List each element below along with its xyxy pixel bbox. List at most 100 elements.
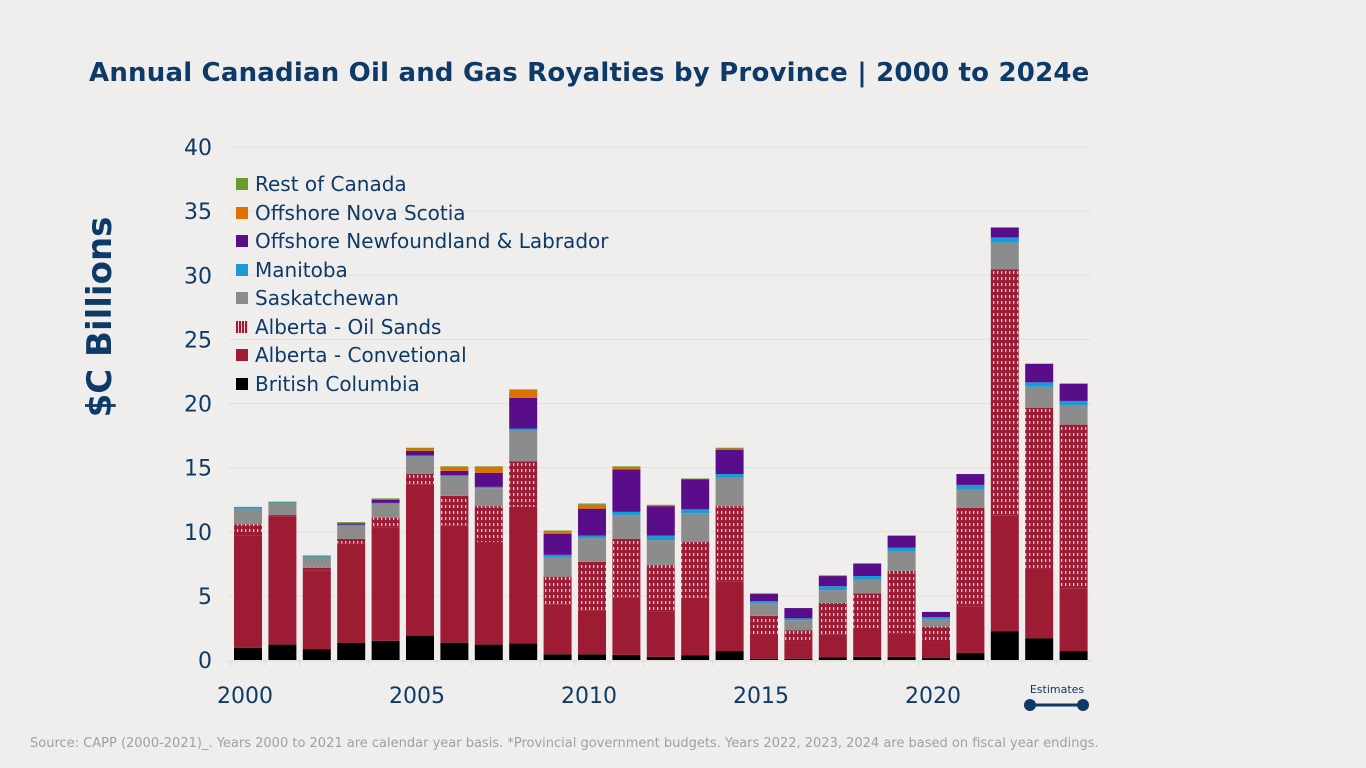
bar-manitoba-2012: [646, 535, 675, 541]
bar-alberta-convetional-2022: [990, 515, 1019, 632]
bar-saskatchewan-2018: [853, 579, 882, 594]
bar-rest-of-canada-2002: [302, 555, 331, 557]
bar-alberta-oil-sands-2002: [302, 567, 331, 571]
bar-alberta-convetional-2021: [956, 606, 985, 653]
bar-british-columbia-2023: [1025, 638, 1054, 660]
y-tick-label: 10: [184, 521, 212, 546]
bar-british-columbia-2022: [990, 631, 1019, 660]
legend-swatch: [236, 206, 248, 219]
bar-alberta-convetional-2000: [234, 535, 262, 648]
x-tick-label: 2000: [217, 684, 273, 709]
y-tick-label: 35: [184, 200, 212, 225]
legend-label: Offshore Newfoundland & Labrador: [255, 229, 609, 254]
bar-saskatchewan-2006: [440, 475, 469, 496]
bar-rest-of-canada-2005: [406, 447, 434, 449]
bar-offshore-newfoundland-labrador-2005: [406, 450, 434, 456]
bar-saskatchewan-2011: [612, 515, 641, 539]
bar-saskatchewan-2012: [646, 540, 675, 566]
bar-saskatchewan-2024: [1059, 405, 1088, 425]
bar-alberta-convetional-2005: [406, 484, 434, 636]
bar-rest-of-canada-2012: [646, 504, 675, 506]
bar-rest-of-canada-2013: [681, 478, 710, 480]
estimates-label: Estimates: [1029, 683, 1085, 696]
bar-alberta-convetional-2017: [818, 634, 847, 658]
legend-label: Offshore Nova Scotia: [255, 200, 466, 225]
bar-alberta-oil-sands-2020: [922, 626, 950, 643]
bar-alberta-oil-sands-2007: [474, 506, 503, 543]
bar-manitoba-2015: [750, 601, 778, 603]
bar-alberta-convetional-2019: [887, 633, 916, 657]
bar-alberta-oil-sands-2015: [750, 615, 778, 635]
bar-alberta-oil-sands-2024: [1059, 424, 1088, 589]
x-tick-label: 2005: [389, 684, 445, 709]
bar-saskatchewan-2004: [371, 503, 400, 518]
y-tick-label: 30: [184, 264, 212, 289]
bar-alberta-convetional-2007: [474, 542, 503, 645]
bar-british-columbia-2012: [646, 656, 675, 660]
bar-rest-of-canada-2015: [750, 593, 778, 595]
bar-saskatchewan-2021: [956, 489, 985, 509]
bar-alberta-convetional-2020: [922, 642, 950, 659]
bar-manitoba-2000: [234, 507, 262, 509]
bar-alberta-oil-sands-2022: [990, 269, 1019, 516]
bar-alberta-convetional-2023: [1025, 568, 1054, 639]
bar-rest-of-canada-2017: [818, 575, 847, 577]
legend-item: Offshore Nova Scotia: [236, 199, 608, 228]
bar-rest-of-canada-2001: [268, 501, 297, 503]
bar-alberta-convetional-2012: [646, 611, 675, 657]
bar-british-columbia-2016: [784, 658, 813, 660]
bar-british-columbia-2020: [922, 658, 950, 660]
legend-label: Alberta - Convetional: [255, 343, 467, 368]
bar-offshore-newfoundland-labrador-2009: [543, 533, 572, 555]
bar-rest-of-canada-2022: [990, 227, 1019, 228]
legend-swatch: [236, 377, 248, 390]
bar-alberta-convetional-2004: [371, 527, 400, 641]
legend-item: Manitoba: [236, 256, 608, 285]
y-tick-label: 20: [184, 393, 212, 418]
bar-rest-of-canada-2018: [853, 563, 882, 564]
bar-saskatchewan-2014: [715, 477, 744, 507]
bar-british-columbia-2002: [302, 649, 331, 660]
bar-rest-of-canada-2009: [543, 530, 572, 532]
bar-british-columbia-2004: [371, 640, 400, 660]
bar-alberta-convetional-2009: [543, 604, 572, 655]
bar-offshore-newfoundland-labrador-2024: [1059, 383, 1088, 401]
legend-label: Rest of Canada: [255, 172, 407, 197]
legend-label: Manitoba: [255, 257, 348, 282]
bar-manitoba-2004: [371, 502, 400, 504]
bar-alberta-oil-sands-2001: [268, 515, 297, 517]
bar-saskatchewan-2023: [1025, 386, 1054, 408]
bar-rest-of-canada-2008: [509, 389, 538, 391]
bar-alberta-oil-sands-2019: [887, 570, 916, 634]
bar-offshore-nova-scotia-2006: [440, 466, 469, 471]
bar-alberta-convetional-2018: [853, 627, 882, 657]
bar-offshore-newfoundland-labrador-2017: [818, 575, 847, 587]
bar-offshore-newfoundland-labrador-2023: [1025, 363, 1054, 383]
bar-offshore-newfoundland-labrador-2020: [922, 611, 950, 618]
bar-alberta-convetional-2014: [715, 581, 744, 652]
legend-item: Offshore Newfoundland & Labrador: [236, 227, 608, 256]
legend-swatch: [236, 235, 248, 248]
legend-item: British Columbia: [236, 370, 608, 399]
bar-alberta-oil-sands-2018: [853, 593, 882, 628]
bar-alberta-convetional-2008: [509, 506, 538, 644]
bar-saskatchewan-2016: [784, 620, 813, 631]
x-tick-label: 2015: [733, 684, 789, 709]
y-tick-label: 40: [184, 136, 212, 161]
bar-british-columbia-2010: [578, 654, 606, 660]
estimates-dot-right: [1077, 699, 1089, 711]
bar-alberta-oil-sands-2000: [234, 524, 262, 536]
bar-british-columbia-2024: [1059, 651, 1088, 660]
bar-british-columbia-2003: [337, 642, 366, 660]
bar-british-columbia-2006: [440, 642, 469, 660]
bar-offshore-nova-scotia-2008: [509, 390, 538, 398]
bar-alberta-oil-sands-2006: [440, 495, 469, 526]
legend-swatch: [236, 292, 248, 305]
bar-offshore-newfoundland-labrador-2010: [578, 508, 606, 536]
bar-offshore-nova-scotia-2009: [543, 531, 572, 534]
bar-offshore-newfoundland-labrador-2013: [681, 479, 710, 510]
legend-swatch: [236, 349, 248, 362]
bar-manitoba-2023: [1025, 382, 1054, 387]
bar-alberta-convetional-2001: [268, 516, 297, 645]
bar-alberta-oil-sands-2011: [612, 538, 641, 598]
